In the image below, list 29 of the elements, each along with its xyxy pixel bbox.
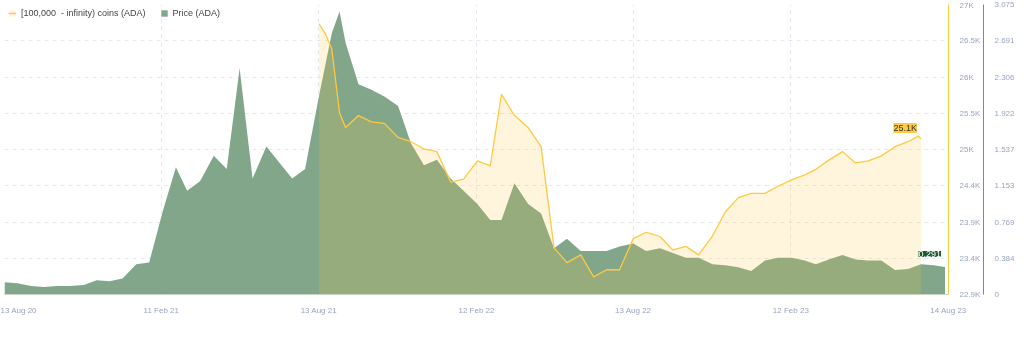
annotation: 0.291 xyxy=(918,249,942,260)
x-tick-label: 12 Feb 22 xyxy=(458,305,496,315)
y-tick-label: 23.4K xyxy=(959,253,982,263)
x-tick-label: 13 Aug 21 xyxy=(300,305,338,315)
y2-tick-label: 3.075 xyxy=(994,0,1016,9)
legend-label: Price (ADA) xyxy=(172,8,221,18)
y2-tick-label: 0.769 xyxy=(994,217,1016,227)
y-tick-label: 26K xyxy=(959,72,975,82)
y-tick-label: 24.4K xyxy=(959,181,982,191)
y2-tick-label: 0 xyxy=(994,290,1000,299)
y2-tick-label: 1.153 xyxy=(994,181,1016,191)
x-tick-label: 13 Aug 22 xyxy=(615,305,652,315)
annotation: 25.1K xyxy=(893,122,917,133)
y2-tick-label: 1.537 xyxy=(994,145,1016,154)
y2-tick-label: 2.691 xyxy=(994,36,1016,46)
y2-tick-label: 1.922 xyxy=(994,108,1016,118)
x-tick-label: 13 Aug 20 xyxy=(0,305,38,315)
y-tick-label: 23.9K xyxy=(959,217,982,227)
y2-tick-label: 2.306 xyxy=(994,72,1016,82)
y-tick-label: 25.5K xyxy=(959,108,982,118)
x-tick-label: 14 Aug 23 xyxy=(930,305,967,315)
x-tick-label: 11 Feb 21 xyxy=(143,305,180,315)
x-tick-label: 12 Feb 23 xyxy=(772,305,810,315)
y-tick-label: 26.5K xyxy=(959,36,982,46)
y2-tick-label: 0.384 xyxy=(994,253,1016,263)
legend-label: [100,000 - infinity) coins (ADA) xyxy=(21,8,146,18)
y-tick-label: 27K xyxy=(959,0,975,10)
y-tick-label: 25K xyxy=(959,145,975,154)
y-tick-label: 22.9K xyxy=(959,290,982,299)
